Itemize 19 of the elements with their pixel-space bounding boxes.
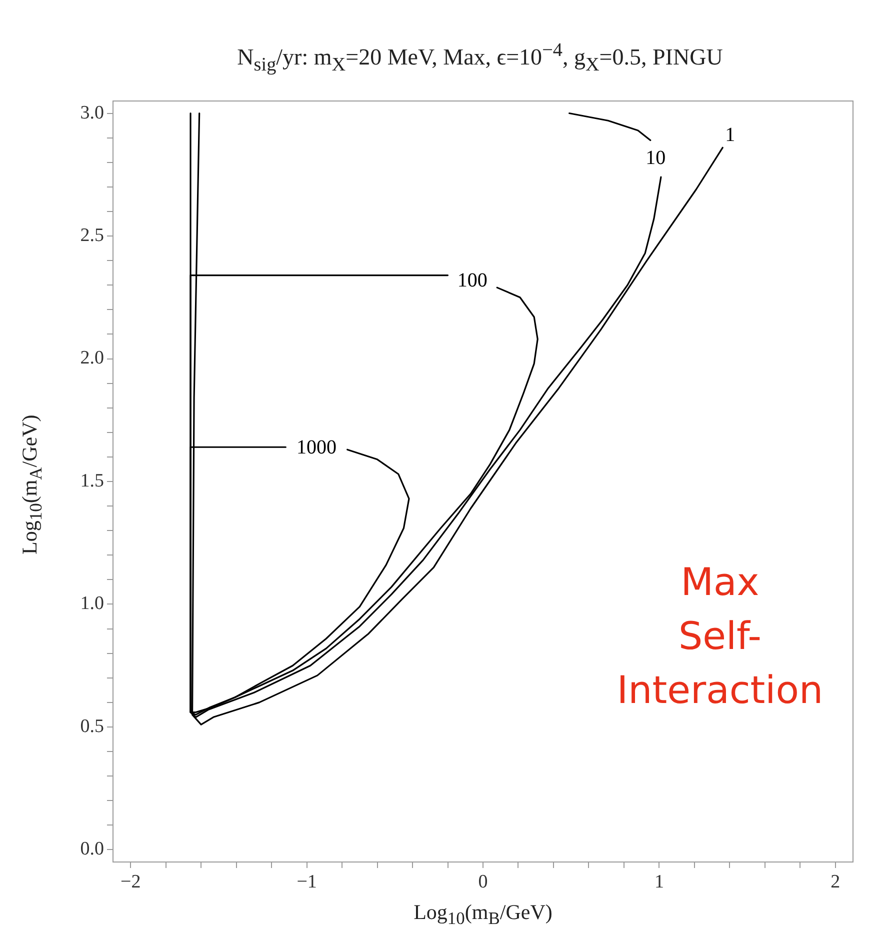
y-tick-label: 0.5	[80, 716, 104, 737]
x-tick-label: 2	[830, 871, 840, 892]
x-tick-label: 0	[478, 871, 488, 892]
x-tick-label: 1	[654, 871, 664, 892]
y-tick-label: 2.0	[80, 348, 104, 369]
y-tick-label: 3.0	[80, 102, 104, 124]
chart-title: N$_{sig}$/yr: m$_{X}$=20 MeV, Max, ϵ=10$^{−4}$, g$_{X}$=0.5, PINGU	[237, 40, 723, 76]
series-label: 10	[646, 146, 666, 169]
y-tick-label: 1.5	[80, 470, 104, 492]
series-label: 100	[457, 270, 488, 292]
y-tick-label: 1.0	[80, 593, 104, 614]
x-tick-label: −2	[120, 871, 141, 892]
x-axis-title: Log$_{10}$(m$_{B}$/GeV)	[412, 900, 554, 930]
series-label: 1	[725, 124, 736, 146]
y-tick-label: 2.5	[80, 225, 104, 246]
series-label: 1000	[296, 436, 336, 459]
y-tick-label: 0.0	[80, 838, 104, 860]
annotation: Max Self-Interaction	[616, 559, 824, 714]
x-tick-label: −1	[296, 871, 317, 892]
